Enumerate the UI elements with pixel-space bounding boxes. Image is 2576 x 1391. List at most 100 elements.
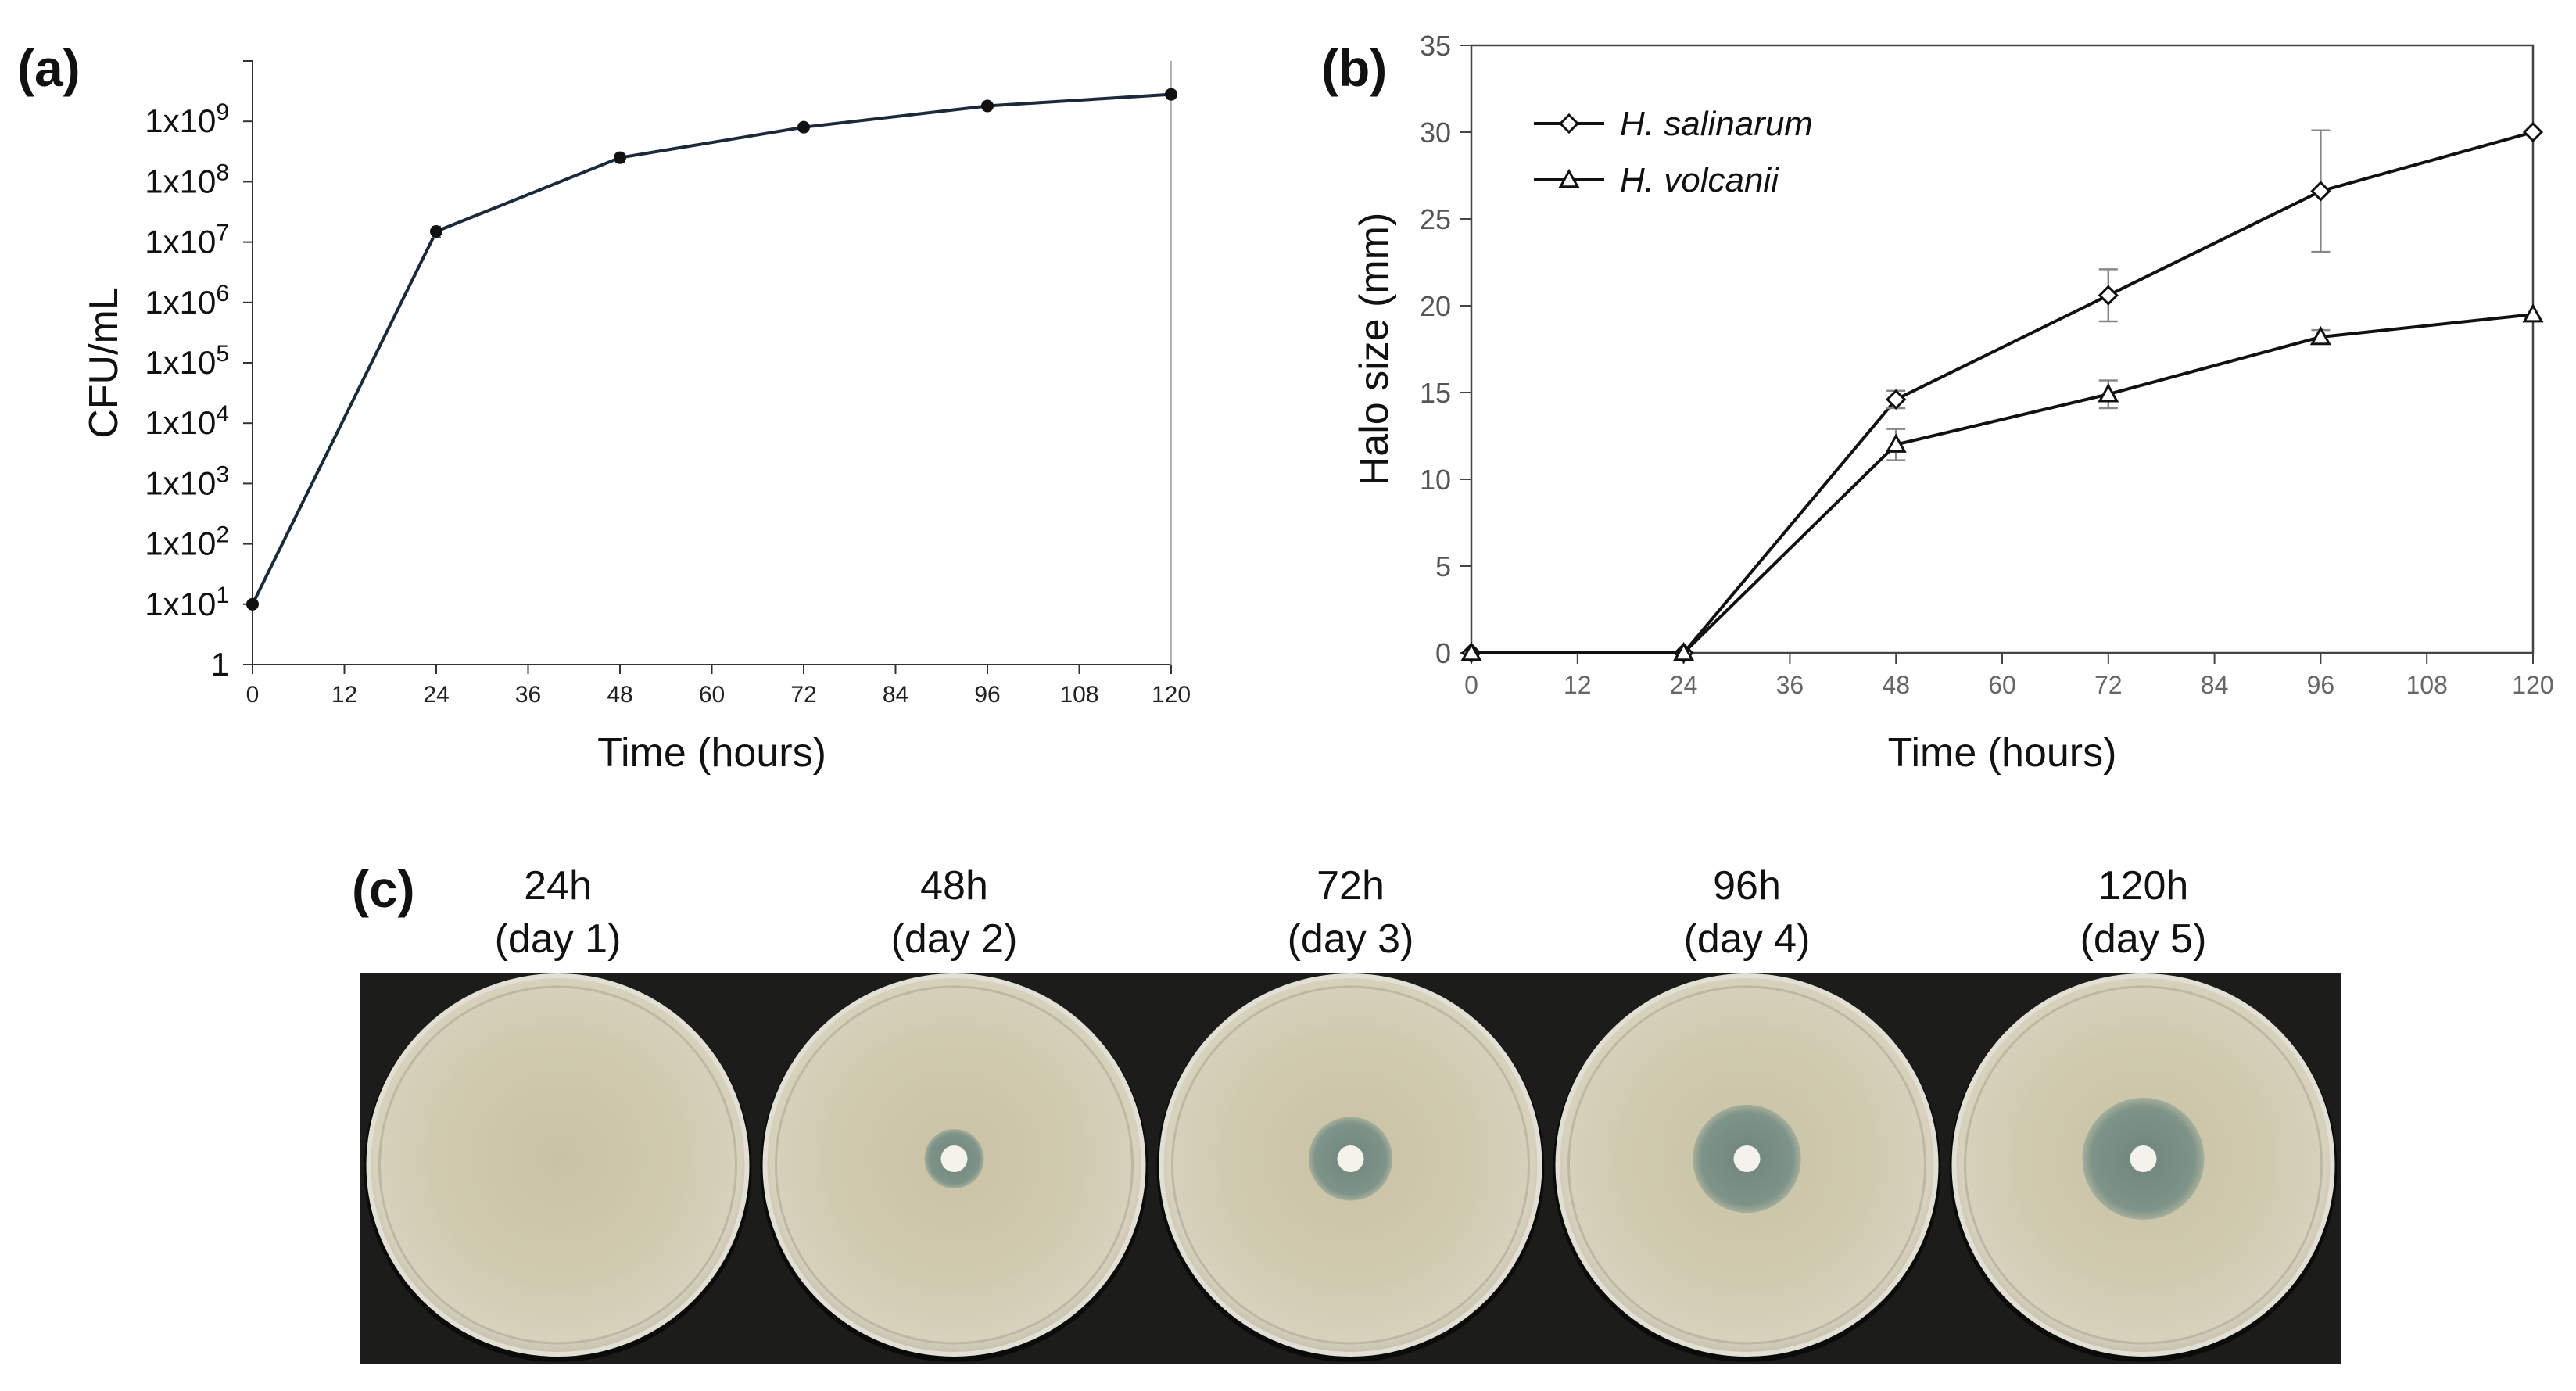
plate-time-label: 48h xyxy=(920,863,988,909)
x-tick-label: 120 xyxy=(1152,682,1191,708)
marker-diamond xyxy=(2522,121,2544,143)
x-tick-label: 12 xyxy=(331,682,357,708)
x-tick-label: 72 xyxy=(790,682,816,708)
plate-time-label: 24h xyxy=(524,863,592,909)
plate-rim xyxy=(1171,985,1530,1345)
x-tick-label: 72 xyxy=(2094,671,2123,699)
plate-rim xyxy=(775,985,1134,1345)
y-tick-label: 1x109 xyxy=(145,99,229,139)
x-tick-label: 108 xyxy=(2406,671,2448,699)
y-tick-label: 10 xyxy=(1420,464,1451,496)
x-tick-label: 96 xyxy=(2307,671,2335,699)
marker-diamond xyxy=(1886,389,1907,410)
plate-time-label: 96h xyxy=(1713,863,1781,909)
panel-b-label: (b) xyxy=(1321,39,1387,97)
marker-triangle xyxy=(1885,433,1907,453)
x-tick-label: 12 xyxy=(1564,671,1592,699)
marker-triangle xyxy=(2098,383,2119,403)
paper-disc xyxy=(1337,1145,1364,1172)
chart-a: 1 1x101 1x102 1x103 1x104 1x105 1x106 1x107 1x10… xyxy=(81,60,1191,776)
marker-diamond xyxy=(2310,181,2331,202)
x-tick-label: 60 xyxy=(699,682,725,708)
plate-4: 96h (day 4) xyxy=(1553,863,1941,1362)
marker-triangle xyxy=(1558,168,1580,188)
panel-a-label: (a) xyxy=(17,39,81,97)
plate-rim xyxy=(1964,985,2323,1345)
x-axis-title: Time (hours) xyxy=(597,730,826,776)
y-tick-label: 0 xyxy=(1435,637,1451,669)
x-tick-label: 36 xyxy=(515,682,541,708)
plate-2: 48h (day 2) xyxy=(760,863,1148,1362)
legend: H. salinarum H. volcanii xyxy=(1534,105,1813,199)
marker-diamond xyxy=(1558,113,1580,134)
x-tick-label: 120 xyxy=(2512,671,2553,699)
plate-time-label: 72h xyxy=(1317,863,1385,909)
data-point xyxy=(246,597,259,611)
y-tick-label: 5 xyxy=(1435,550,1451,583)
chart-b: 0 5 10 15 20 25 30 35 0 12 24 36 48 60 72 84 96 108 120 Tim… xyxy=(1352,30,2554,776)
marker-triangle xyxy=(1460,641,1482,661)
marker-triangle xyxy=(2309,325,2331,346)
marker-triangle xyxy=(1673,641,1695,661)
plate-photo-strip: 24h (day 1) 48h (day 2) 72h (day 3) 96h (day 4)… xyxy=(360,863,2341,1364)
y-tick-label: 1x108 xyxy=(145,160,229,199)
x-tick-label: 84 xyxy=(883,682,908,708)
y-tick-label: 35 xyxy=(1420,30,1451,62)
data-point xyxy=(430,225,442,238)
plate-3: 72h (day 3) xyxy=(1156,863,1545,1362)
y-tick-label: 25 xyxy=(1420,203,1451,235)
y-tick-label: 30 xyxy=(1420,117,1451,149)
agar-plate xyxy=(366,973,750,1357)
paper-disc xyxy=(2130,1145,2157,1172)
data-point xyxy=(981,99,994,113)
series-line xyxy=(251,92,1172,605)
y-tick-label: 15 xyxy=(1420,377,1451,409)
x-tick-label: 0 xyxy=(1464,671,1478,699)
panel-c-label: (c) xyxy=(352,860,415,918)
y-axis-title: Halo size (mm) xyxy=(1352,213,1397,486)
y-tick-label: 1 xyxy=(211,646,229,683)
x-tick-label: 24 xyxy=(1670,671,1698,699)
plate-day-label: (day 4) xyxy=(1684,916,1811,962)
plate-day-label: (day 3) xyxy=(1288,916,1414,962)
series-line xyxy=(1471,313,2534,654)
x-tick-label: 96 xyxy=(974,682,1000,708)
plate-rim xyxy=(1567,985,1926,1345)
plate-time-label: 120h xyxy=(2098,863,2189,909)
x-tick-label: 24 xyxy=(423,682,449,708)
panel-c: (c) 24h (day 1) 48h (day 2) 72h (day 3) 96h (da… xyxy=(352,860,2341,1364)
data-point xyxy=(1165,88,1177,101)
y-tick-label: 1x105 xyxy=(145,341,229,381)
paper-disc xyxy=(940,1145,968,1172)
plate-1: 24h (day 1) xyxy=(364,863,752,1362)
paper-disc xyxy=(1733,1145,1761,1172)
y-tick-label: 1x102 xyxy=(145,522,229,562)
x-tick-label: 36 xyxy=(1776,671,1804,699)
plate-rim xyxy=(378,985,737,1345)
marker-diamond xyxy=(2098,285,2119,306)
y-tick-label: 1x104 xyxy=(145,401,229,441)
y-axis-title: CFU/mL xyxy=(81,287,127,439)
y-tick-label: 1x101 xyxy=(145,583,229,622)
plate-5: 120h (day 5) xyxy=(1949,863,2338,1362)
legend-entry: H. volcanii xyxy=(1620,161,1779,199)
x-axis-title: Time (hours) xyxy=(1888,730,2117,776)
x-tick-label: 48 xyxy=(1882,671,1910,699)
y-tick-label: 20 xyxy=(1420,290,1451,322)
x-tick-label: 0 xyxy=(246,682,260,708)
panel-b: (b) 0 5 10 15 20 25 30 35 0 12 24 36 48 60 72 84 96 108 12… xyxy=(1321,30,2554,776)
x-tick-label: 108 xyxy=(1059,682,1098,708)
plate-day-label: (day 2) xyxy=(891,916,1018,962)
series-h-salinarum xyxy=(1460,121,2544,664)
marker-triangle xyxy=(2522,303,2544,323)
data-point xyxy=(797,120,810,134)
data-point xyxy=(614,151,626,164)
legend-entry: H. salinarum xyxy=(1620,105,1813,143)
y-tick-label: 1x106 xyxy=(145,281,229,321)
y-tick-label: 1x103 xyxy=(145,461,229,501)
x-tick-label: 60 xyxy=(1988,671,2016,699)
x-tick-label: 48 xyxy=(607,682,632,708)
x-tick-label: 84 xyxy=(2201,671,2229,699)
series-line xyxy=(1471,131,2534,654)
